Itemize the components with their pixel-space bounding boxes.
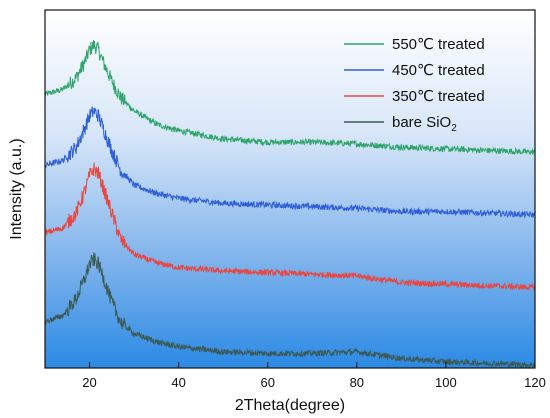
series-line-3 — [45, 252, 535, 368]
legend: 550℃ treated 450℃ treated 350℃ treated bare… — [344, 36, 485, 134]
series-line-0 — [45, 40, 535, 156]
x-tick-label: 120 — [524, 375, 546, 390]
x-axis-title: 2Theta(degree) — [235, 397, 345, 414]
y-axis-title: Intensity (a.u.) — [8, 138, 25, 239]
plot-background — [45, 10, 535, 368]
x-axis-ticks: 20 40 60 80 100 120 — [82, 362, 546, 390]
legend-label-3: bare SiO2 — [392, 114, 457, 134]
legend-label-1: 450℃ treated — [392, 62, 485, 79]
legend-label-2: 350℃ treated — [392, 88, 485, 105]
series-line-2 — [45, 162, 535, 291]
x-tick-label: 20 — [82, 375, 96, 390]
x-tick-label: 80 — [350, 375, 364, 390]
x-tick-label: 60 — [260, 375, 274, 390]
series-line-1 — [45, 106, 535, 219]
legend-label-0: 550℃ treated — [392, 36, 485, 53]
series-layer — [45, 40, 535, 368]
x-tick-label: 40 — [171, 375, 185, 390]
x-tick-label: 100 — [435, 375, 457, 390]
plot-frame — [44, 9, 536, 369]
